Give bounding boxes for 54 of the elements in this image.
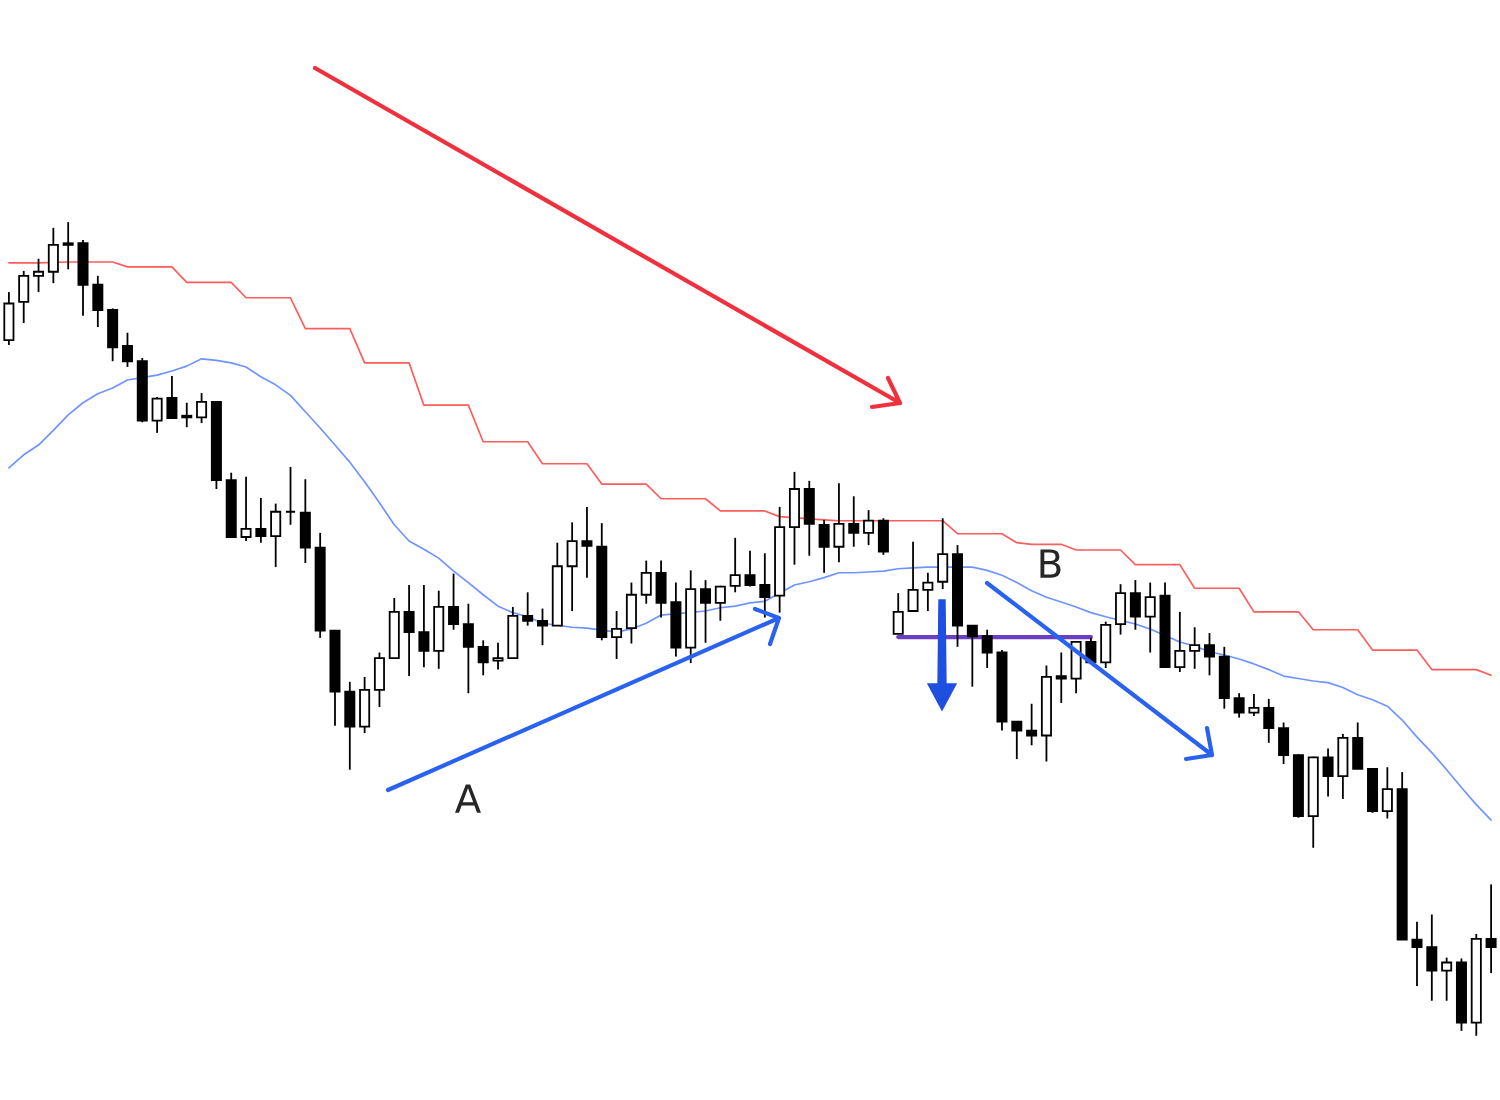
candlestick (1174, 610, 1186, 673)
candlestick (196, 392, 208, 424)
candlestick (477, 639, 489, 677)
candlestick (1381, 766, 1393, 820)
candlestick (1263, 697, 1275, 744)
candlestick (33, 257, 45, 293)
candlestick (966, 624, 978, 688)
candlestick (1248, 693, 1260, 717)
candlestick (729, 536, 741, 594)
candlestick (285, 466, 297, 526)
candlestick (1426, 913, 1438, 1002)
candlestick (255, 497, 267, 544)
candlestick (418, 584, 430, 669)
candlestick (581, 505, 593, 579)
candlestick (462, 602, 474, 695)
candlestick (759, 552, 771, 619)
candlestick (62, 221, 74, 271)
candlestick (907, 540, 919, 612)
candlestick (700, 579, 712, 644)
candlestick (1233, 692, 1245, 719)
annotation: A (455, 784, 481, 813)
candlestick (863, 509, 875, 547)
candlestick (833, 482, 845, 564)
candlestick (611, 610, 623, 660)
candlestick (818, 518, 830, 574)
candlestick (922, 571, 934, 612)
candlestick (1011, 720, 1023, 761)
candlestick (240, 475, 252, 542)
candlestick (448, 572, 460, 631)
candlestick (848, 495, 860, 548)
annotation: B (1040, 549, 1061, 578)
candlestick (1026, 702, 1038, 747)
candlestick (1322, 747, 1334, 798)
candlestick (892, 592, 904, 635)
candlestick (492, 641, 504, 671)
candlestick (1485, 883, 1497, 974)
candlestick (1411, 920, 1423, 987)
candlestick (1129, 579, 1141, 631)
candlestick (536, 607, 548, 647)
candlestick (1055, 651, 1067, 704)
candlestick (151, 396, 163, 434)
candlestick (1144, 581, 1156, 654)
candlestick (403, 584, 415, 678)
candlestick (981, 628, 993, 669)
candlestick (640, 559, 652, 605)
candlestick (1189, 626, 1201, 670)
candlestick (744, 549, 756, 588)
candlestick (166, 374, 178, 420)
candlestick (121, 331, 133, 368)
candlestick (1203, 632, 1215, 677)
candlestick (714, 584, 726, 622)
candlestick (181, 401, 193, 429)
candlestick (522, 591, 534, 627)
candlestick (1441, 956, 1453, 1002)
